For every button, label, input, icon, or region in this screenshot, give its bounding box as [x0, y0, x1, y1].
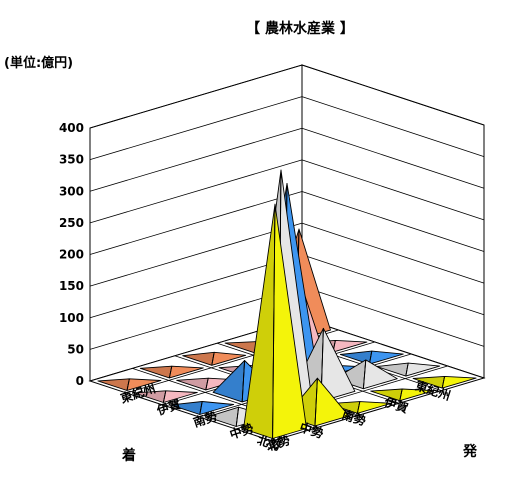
- pyramid-南勢-北勢: [170, 401, 235, 415]
- pyramid-edge: [405, 363, 409, 377]
- origin-category-label: 北勢: [264, 432, 291, 454]
- pyramid-edge: [399, 388, 403, 401]
- pyramid-edge: [162, 390, 167, 403]
- pyramid-edge: [211, 352, 215, 366]
- pyramid-edge: [235, 407, 240, 427]
- origin-category-label: 南勢: [191, 408, 218, 430]
- pyramid-伊賀-北勢: [133, 390, 198, 403]
- y-tick-label: 0: [76, 374, 84, 388]
- y-tick-label: 300: [59, 184, 84, 198]
- origin-axis-title: 発: [462, 443, 478, 460]
- gridline: [301, 254, 485, 316]
- dest-category-label: 伊賀: [382, 394, 410, 416]
- pyramid-edge: [205, 378, 209, 391]
- pyramid-東紀州-中勢: [139, 365, 204, 379]
- gridline: [89, 96, 303, 161]
- y-axis-ticks: 0 50 100 150 200 250 300 350 400: [59, 121, 84, 388]
- pyramid-中勢-東紀州: [376, 362, 441, 377]
- y-tick-label: 400: [59, 121, 84, 135]
- y-tick-label: 100: [59, 311, 84, 325]
- gridline: [301, 285, 485, 347]
- dest-axis-title: 着: [121, 447, 136, 464]
- pyramid-edge: [168, 366, 173, 379]
- pyramid-edge: [272, 204, 276, 439]
- gridline: [301, 127, 485, 189]
- chart-title: 【 農林水産業 】: [246, 20, 354, 37]
- origin-category-label: 中勢: [228, 420, 255, 442]
- pyramid-edge: [362, 359, 367, 389]
- y-tick-label: 50: [67, 342, 84, 356]
- pyramid-北勢-伊賀: [370, 388, 435, 402]
- origin-category-label: 伊賀: [154, 396, 182, 418]
- y-tick-label: 350: [59, 153, 84, 167]
- gridline: [89, 127, 303, 192]
- pyramid-edge: [441, 376, 446, 389]
- gridline: [89, 191, 303, 255]
- pyramid-edge: [241, 360, 246, 402]
- gridline: [89, 222, 303, 287]
- dest-category-label: 南勢: [340, 407, 367, 429]
- dest-category-label: 北勢: [255, 432, 282, 454]
- gridline: [301, 222, 485, 284]
- gridline: [89, 64, 303, 129]
- pyramid-東紀州-北勢: [97, 378, 162, 391]
- dest-category-label: 中勢: [298, 419, 325, 441]
- unit-label: (単位:億円): [4, 55, 73, 71]
- gridline: [301, 96, 485, 158]
- pyramid-edge: [126, 378, 130, 391]
- chart-bars: [97, 169, 477, 439]
- gridline: [89, 159, 303, 224]
- gridline: [301, 191, 485, 252]
- pyramid-北勢-東紀州: [412, 375, 477, 389]
- gridline: [301, 159, 485, 221]
- chart-walls: [89, 64, 485, 382]
- pyramid-edge: [356, 401, 361, 414]
- gridline: [301, 64, 485, 126]
- y-tick-label: 150: [59, 279, 84, 293]
- pyramid-東紀州-南勢: [182, 351, 247, 366]
- pyramid-edge: [314, 378, 318, 426]
- y-tick-label: 250: [59, 216, 84, 230]
- pyramid-北勢-北勢: [243, 203, 307, 439]
- pyramid-edge: [199, 401, 203, 415]
- y-tick-label: 200: [59, 248, 84, 262]
